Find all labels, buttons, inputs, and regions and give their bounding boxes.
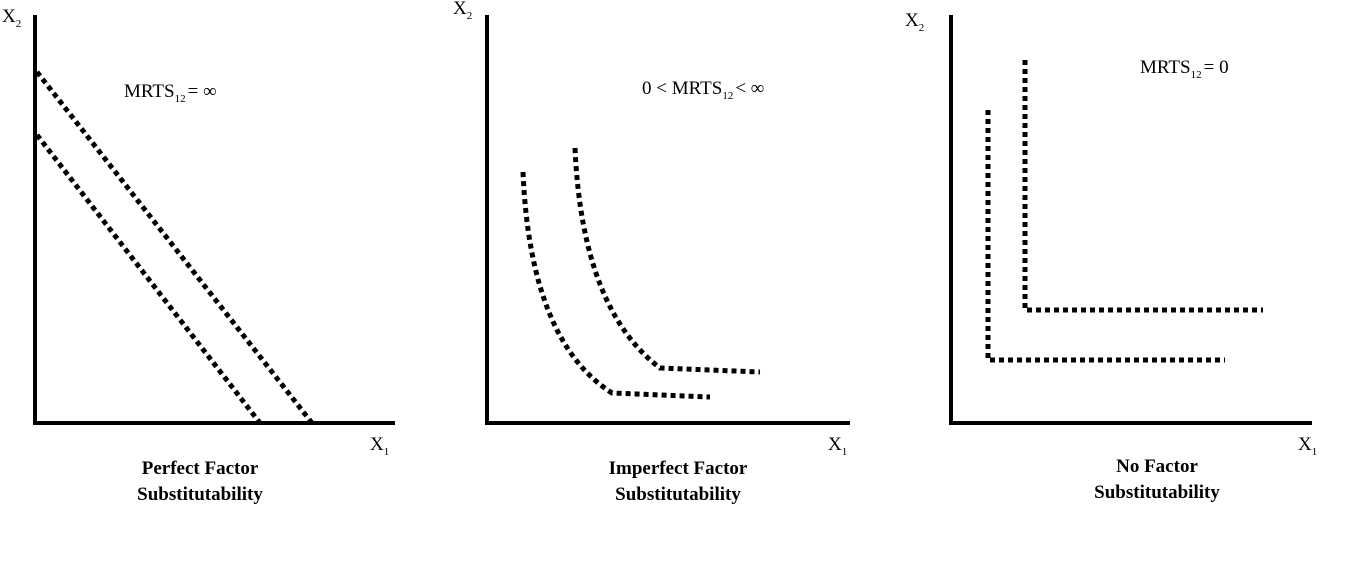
y-axis-label: X2: [2, 6, 21, 30]
isoquant: [985, 110, 1225, 363]
annotation: MRTS12 = ∞: [124, 81, 217, 105]
isoquant: [35, 133, 262, 425]
annotation-text: 0 < MRTS: [642, 78, 722, 99]
caption: Substitutability: [1094, 482, 1220, 503]
label-base: X: [370, 434, 384, 455]
label-sub: 2: [919, 22, 925, 34]
label-base: X: [1298, 434, 1312, 455]
caption: Substitutability: [615, 484, 741, 505]
annotation-text: < ∞: [735, 78, 764, 99]
axes: [485, 15, 850, 425]
isoquant: [35, 70, 314, 425]
y-axis-label: X2: [905, 10, 924, 34]
annotation-text: = 0: [1204, 57, 1229, 78]
x-axis-label: X1: [828, 434, 847, 458]
label-base: X: [2, 6, 16, 27]
label-sub: 2: [467, 10, 473, 22]
annotation-sub: 12: [1191, 69, 1202, 81]
annotation-sub: 12: [175, 93, 186, 105]
y-axis-label: X2: [453, 0, 472, 22]
isoquant: [572, 147, 761, 375]
label-base: X: [453, 0, 467, 19]
annotation-text: = ∞: [188, 81, 217, 102]
panel-none: X2 X1 MRTS12 = 0 No Factor Substitutabili…: [905, 10, 1317, 503]
caption: No Factor: [1116, 456, 1198, 477]
panel-imperfect: X2 X1 0 < MRTS12 < ∞ Imperfect Factor Sub…: [453, 0, 850, 505]
axes: [949, 15, 1312, 425]
x-axis-label: X1: [1298, 434, 1317, 458]
label-sub: 1: [1312, 446, 1318, 458]
label-sub: 1: [384, 446, 390, 458]
x-axis-label: X1: [370, 434, 389, 458]
caption: Imperfect Factor: [609, 458, 748, 479]
isoquant: [1022, 60, 1263, 313]
isoquant: [520, 171, 711, 400]
annotation: MRTS12 = 0: [1140, 57, 1229, 81]
annotation: 0 < MRTS12 < ∞: [642, 78, 764, 102]
label-sub: 2: [16, 18, 22, 30]
axes: [33, 15, 395, 425]
annotation-sub: 12: [722, 90, 733, 102]
label-base: X: [905, 10, 919, 31]
label-sub: 1: [842, 446, 848, 458]
annotation-text: MRTS: [124, 81, 175, 102]
label-base: X: [828, 434, 842, 455]
panel-perfect: X2 X1 MRTS12 = ∞ Perfect Factor Substitut…: [2, 6, 395, 505]
annotation-text: MRTS: [1140, 57, 1191, 78]
caption: Substitutability: [137, 484, 263, 505]
caption: Perfect Factor: [142, 458, 259, 479]
